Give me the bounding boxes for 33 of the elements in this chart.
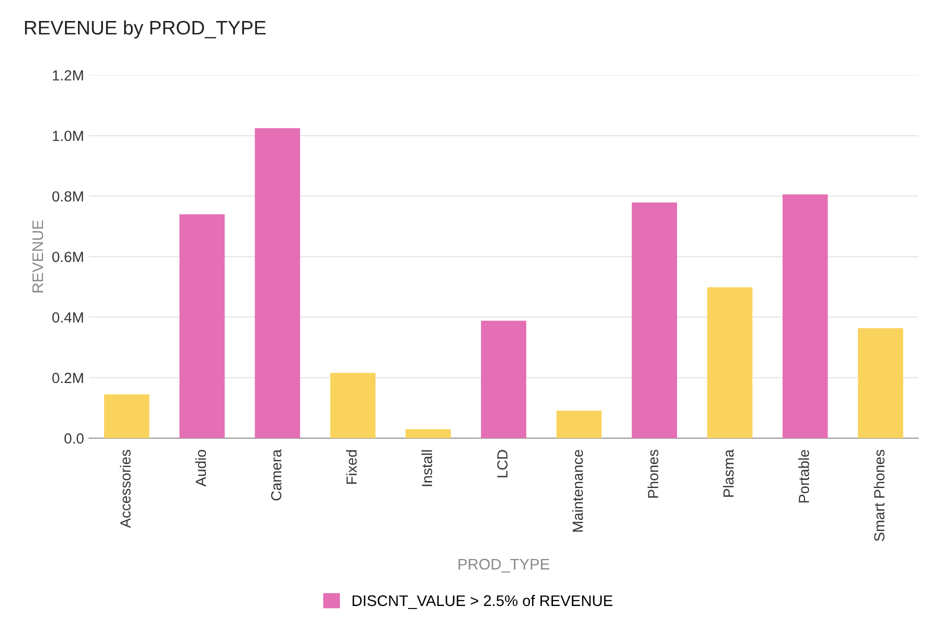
y-tick-label: 0.0: [64, 433, 84, 444]
x-axis-title: PROD_TYPE: [458, 558, 550, 572]
bar: [782, 194, 828, 438]
bar: [254, 128, 300, 438]
x-tick-label: Audio: [195, 450, 206, 487]
x-tick-label: Accessories: [120, 450, 131, 528]
y-tick-label: 0.8M: [52, 191, 83, 202]
y-axis-title: REVENUE: [32, 220, 44, 292]
y-tick-label: 0.4M: [52, 312, 83, 323]
x-tick-label: LCD: [497, 450, 508, 478]
x-tick-label: Portable: [798, 450, 810, 502]
x-tick-label: Phones: [648, 450, 658, 498]
bar: [556, 410, 602, 438]
bar: [858, 328, 904, 438]
y-tick-label: 1.2M: [52, 70, 83, 80]
bar: [330, 372, 376, 438]
bar: [179, 214, 225, 438]
bar: [406, 429, 451, 438]
x-tick-label: Plasma: [723, 449, 734, 497]
x-tick-label: Maintenance: [572, 450, 583, 532]
x-tick-label: Install: [421, 450, 432, 486]
x-tick-label: Fixed: [346, 450, 357, 484]
bar: [104, 394, 150, 438]
y-tick-label: 1.0M: [52, 130, 83, 142]
bar: [707, 287, 752, 438]
x-tick-label: Camera: [271, 449, 282, 500]
legend-label: DISCNT_VALUE > 2.5% of REVENUE: [352, 594, 612, 609]
chart-title: REVENUE by PROD_TYPE: [25, 20, 266, 38]
bar: [632, 202, 678, 438]
y-tick-label: 0.6M: [52, 252, 83, 262]
bar: [481, 320, 526, 438]
y-tick-label: 0.2M: [52, 372, 83, 384]
x-tick-label: Smart Phones: [874, 450, 884, 542]
